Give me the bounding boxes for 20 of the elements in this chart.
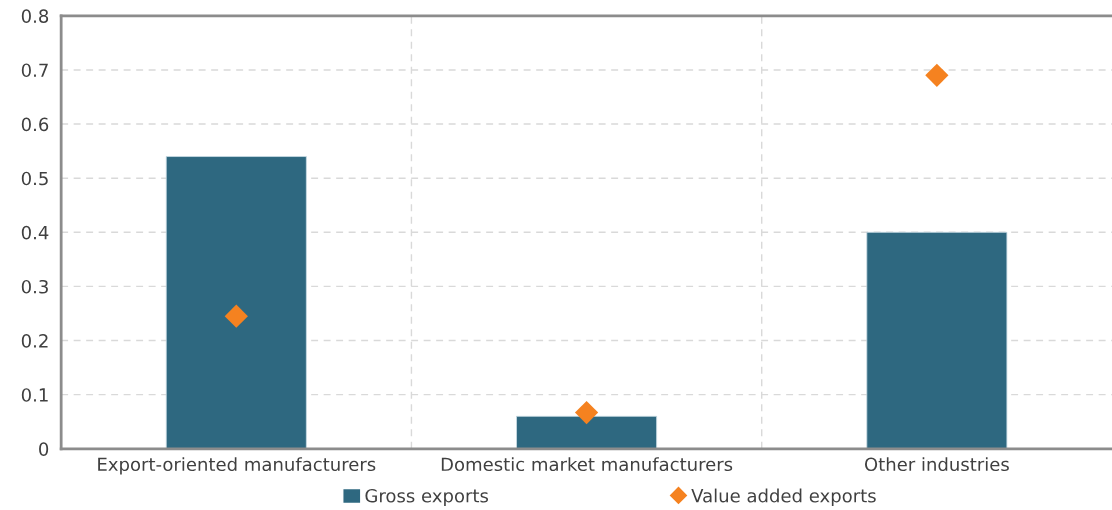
legend-label: Gross exports: [365, 488, 489, 507]
x-tick-label: Other industries: [864, 457, 1009, 472]
y-tick-label: 0.3: [21, 279, 48, 294]
legend-label: Value added exports: [691, 488, 876, 507]
bar: [866, 231, 1008, 449]
y-tick-label: 0.1: [21, 388, 48, 402]
point: [574, 400, 599, 425]
x-tick-label: Domestic market manufacturers: [441, 457, 733, 472]
y-tick-label: 0.8: [21, 9, 49, 23]
point: [224, 304, 248, 328]
y-tick-label: 0.4: [21, 225, 49, 240]
y-tick-label: 0.7: [21, 63, 48, 78]
y-tick-label: 0.2: [21, 334, 48, 348]
x-tick-label: Export-oriented manufacturers: [98, 457, 376, 475]
bar: [165, 156, 307, 449]
y-tick-label: 0.6: [21, 117, 49, 132]
bar: [516, 415, 658, 449]
y-tick-label: 0.5: [21, 171, 48, 186]
point: [925, 63, 949, 87]
y-tick-label: 0: [39, 442, 49, 456]
